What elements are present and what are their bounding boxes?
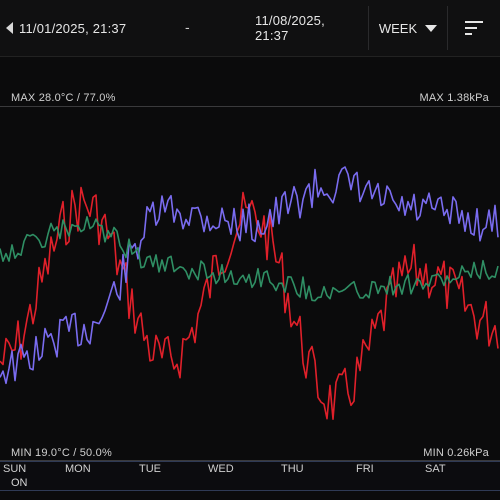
start-date-selector[interactable]: 11/01/2025, 21:37 xyxy=(0,0,170,56)
period-label: WEEK xyxy=(378,20,418,36)
min-left-label: MIN 19.0°C / 50.0% xyxy=(11,447,112,459)
divider xyxy=(447,6,448,50)
day-label: TUE xyxy=(139,463,161,475)
day-label: MON xyxy=(65,463,91,475)
day-label: THU xyxy=(281,463,304,475)
sort-button[interactable] xyxy=(448,0,500,56)
max-line xyxy=(0,106,500,107)
divider xyxy=(368,6,369,50)
day-axis: SUN MON TUE WED THU FRI SAT xyxy=(0,461,500,477)
min-line xyxy=(0,460,500,461)
status-label: ON xyxy=(11,477,28,489)
max-right-label: MAX 1.38kPa xyxy=(419,92,489,104)
max-left-label: MAX 28.0°C / 77.0% xyxy=(11,92,116,104)
top-bar: 11/01/2025, 21:37 - 11/08/2025, 21:37 WE… xyxy=(0,0,500,57)
period-dropdown[interactable]: WEEK xyxy=(369,0,447,56)
min-right-label: MIN 0.26kPa xyxy=(423,447,489,459)
day-label: SAT xyxy=(425,463,446,475)
chevron-down-icon xyxy=(425,24,438,32)
vpd-line xyxy=(0,216,499,302)
status-bar: ON xyxy=(0,476,500,491)
date-separator: - xyxy=(185,19,190,35)
temperature-line xyxy=(0,186,499,421)
end-date-label: 11/08/2025, 21:37 xyxy=(255,13,325,43)
end-date-selector[interactable]: 11/08/2025, 21:37 xyxy=(255,0,367,56)
day-label: FRI xyxy=(356,463,374,475)
day-label: WED xyxy=(208,463,234,475)
sort-lines-icon xyxy=(465,21,483,35)
humidity-line xyxy=(0,166,499,385)
triangle-left-icon[interactable] xyxy=(6,22,13,34)
day-label: SUN xyxy=(3,463,27,475)
start-date-label: 11/01/2025, 21:37 xyxy=(19,20,127,36)
